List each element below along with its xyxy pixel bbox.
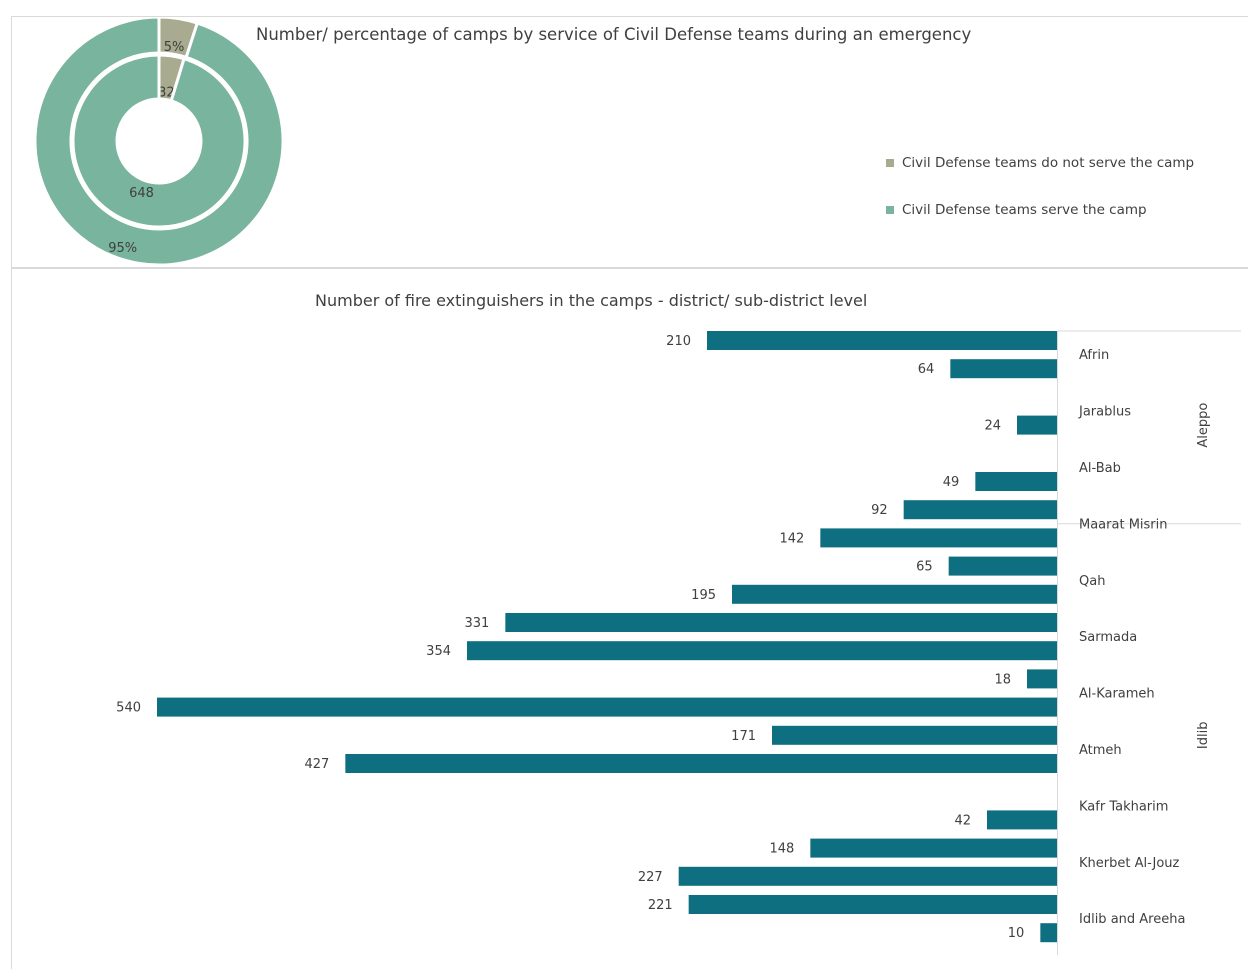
donut-chart-panel: 32 648 5% 95% Number/ percentage of camps b… [11, 16, 1248, 268]
bar[interactable] [903, 500, 1057, 520]
bar[interactable] [1040, 923, 1057, 943]
bar-value-label: 142 [780, 531, 805, 546]
category-label: Qah [1079, 574, 1105, 589]
bar[interactable] [688, 895, 1057, 914]
category-label: Kafr Takharim [1079, 799, 1168, 814]
bar-value-label: 10 [1008, 926, 1025, 941]
bar-value-label: 24 [984, 419, 1001, 434]
bar-value-label: 540 [116, 701, 141, 716]
donut-inner-slice-1[interactable] [71, 53, 247, 229]
legend-label-not-served: Civil Defense teams do not serve the cam… [902, 155, 1195, 171]
category-label: Sarmada [1079, 630, 1137, 645]
group-label-idlib: Idlib [1196, 722, 1211, 750]
category-label: Idlib and Areeha [1079, 912, 1185, 927]
bar-value-label: 354 [426, 644, 451, 659]
category-label: Atmeh [1079, 743, 1122, 758]
bar[interactable] [678, 866, 1057, 886]
bar[interactable] [987, 810, 1057, 830]
bar-chart-title: Number of fire extinguishers in the camp… [315, 291, 868, 310]
donut-chart: 32 648 5% 95% [33, 17, 285, 267]
bar[interactable] [707, 331, 1057, 350]
legend-item-not-served[interactable]: Civil Defense teams do not serve the cam… [886, 155, 1194, 171]
donut-outer-slice-1[interactable] [33, 17, 285, 267]
bar-chart-panel: Number of fire extinguishers in the camp… [11, 268, 1248, 969]
category-label: Al-Bab [1079, 461, 1121, 476]
bar-value-label: 18 [994, 672, 1011, 687]
bar-value-label: 92 [871, 503, 888, 518]
bar-value-label: 210 [666, 334, 691, 349]
bar[interactable] [467, 641, 1057, 661]
bar[interactable] [157, 697, 1057, 717]
bar[interactable] [950, 359, 1057, 379]
donut-outer-label-1: 95% [108, 241, 137, 256]
bar-value-label: 227 [638, 870, 663, 885]
legend-swatch-served [886, 206, 894, 214]
bar[interactable] [772, 725, 1057, 745]
bar-value-label: 64 [918, 362, 935, 377]
donut-inner-label-0: 32 [158, 86, 175, 101]
category-label: Jarablus [1078, 405, 1131, 420]
legend-label-served: Civil Defense teams serve the camp [902, 202, 1147, 218]
donut-outer-label-0: 5% [164, 40, 185, 55]
bar[interactable] [345, 754, 1057, 773]
category-label: Maarat Misrin [1079, 517, 1168, 532]
bar-value-label: 42 [954, 813, 971, 828]
bar[interactable] [810, 838, 1057, 858]
legend-swatch-not-served [886, 159, 894, 167]
bar[interactable] [948, 556, 1057, 576]
bar[interactable] [975, 472, 1057, 491]
category-label: Al-Karameh [1079, 687, 1155, 702]
bar-value-label: 148 [770, 842, 795, 857]
donut-inner-label-1: 648 [129, 186, 154, 201]
bar-value-label: 427 [305, 757, 330, 772]
bar-value-label: 65 [916, 560, 933, 575]
bar[interactable] [820, 528, 1057, 548]
bar-value-label: 195 [691, 588, 716, 603]
group-label-aleppo: Aleppo [1196, 403, 1211, 448]
bar-value-label: 171 [731, 729, 756, 744]
category-label: Kherbet Al-Jouz [1079, 856, 1180, 871]
bar-value-label: 221 [648, 898, 673, 913]
bar[interactable] [505, 613, 1057, 632]
category-label: Afrin [1079, 348, 1109, 363]
bar-value-label: 331 [465, 616, 490, 631]
bar-chart: 210 64 24 49 92 142 65 195 331 354 18 540 171 427 42 14… [116, 330, 1241, 955]
bar[interactable] [1017, 415, 1057, 435]
legend-item-served[interactable]: Civil Defense teams serve the camp [886, 202, 1147, 218]
bar[interactable] [1027, 669, 1057, 689]
donut-chart-title: Number/ percentage of camps by service o… [256, 25, 972, 44]
bar[interactable] [732, 584, 1057, 604]
bar-value-label: 49 [943, 475, 960, 490]
